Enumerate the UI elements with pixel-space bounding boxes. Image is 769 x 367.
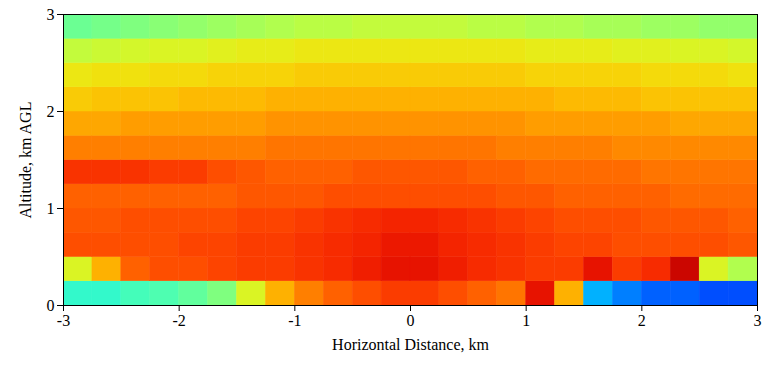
svg-text:Altitude, km AGL: Altitude, km AGL: [17, 102, 34, 219]
svg-text:3: 3: [47, 6, 55, 23]
svg-text:Horizontal Distance, km: Horizontal Distance, km: [332, 336, 489, 353]
svg-text:1: 1: [522, 312, 530, 329]
svg-text:-3: -3: [57, 312, 70, 329]
svg-text:-2: -2: [173, 312, 186, 329]
svg-text:3: 3: [754, 312, 762, 329]
svg-text:2: 2: [638, 312, 646, 329]
svg-text:1: 1: [47, 200, 55, 217]
svg-text:2: 2: [47, 103, 55, 120]
svg-text:-1: -1: [288, 312, 301, 329]
svg-text:0: 0: [407, 312, 415, 329]
svg-text:0: 0: [47, 297, 55, 314]
